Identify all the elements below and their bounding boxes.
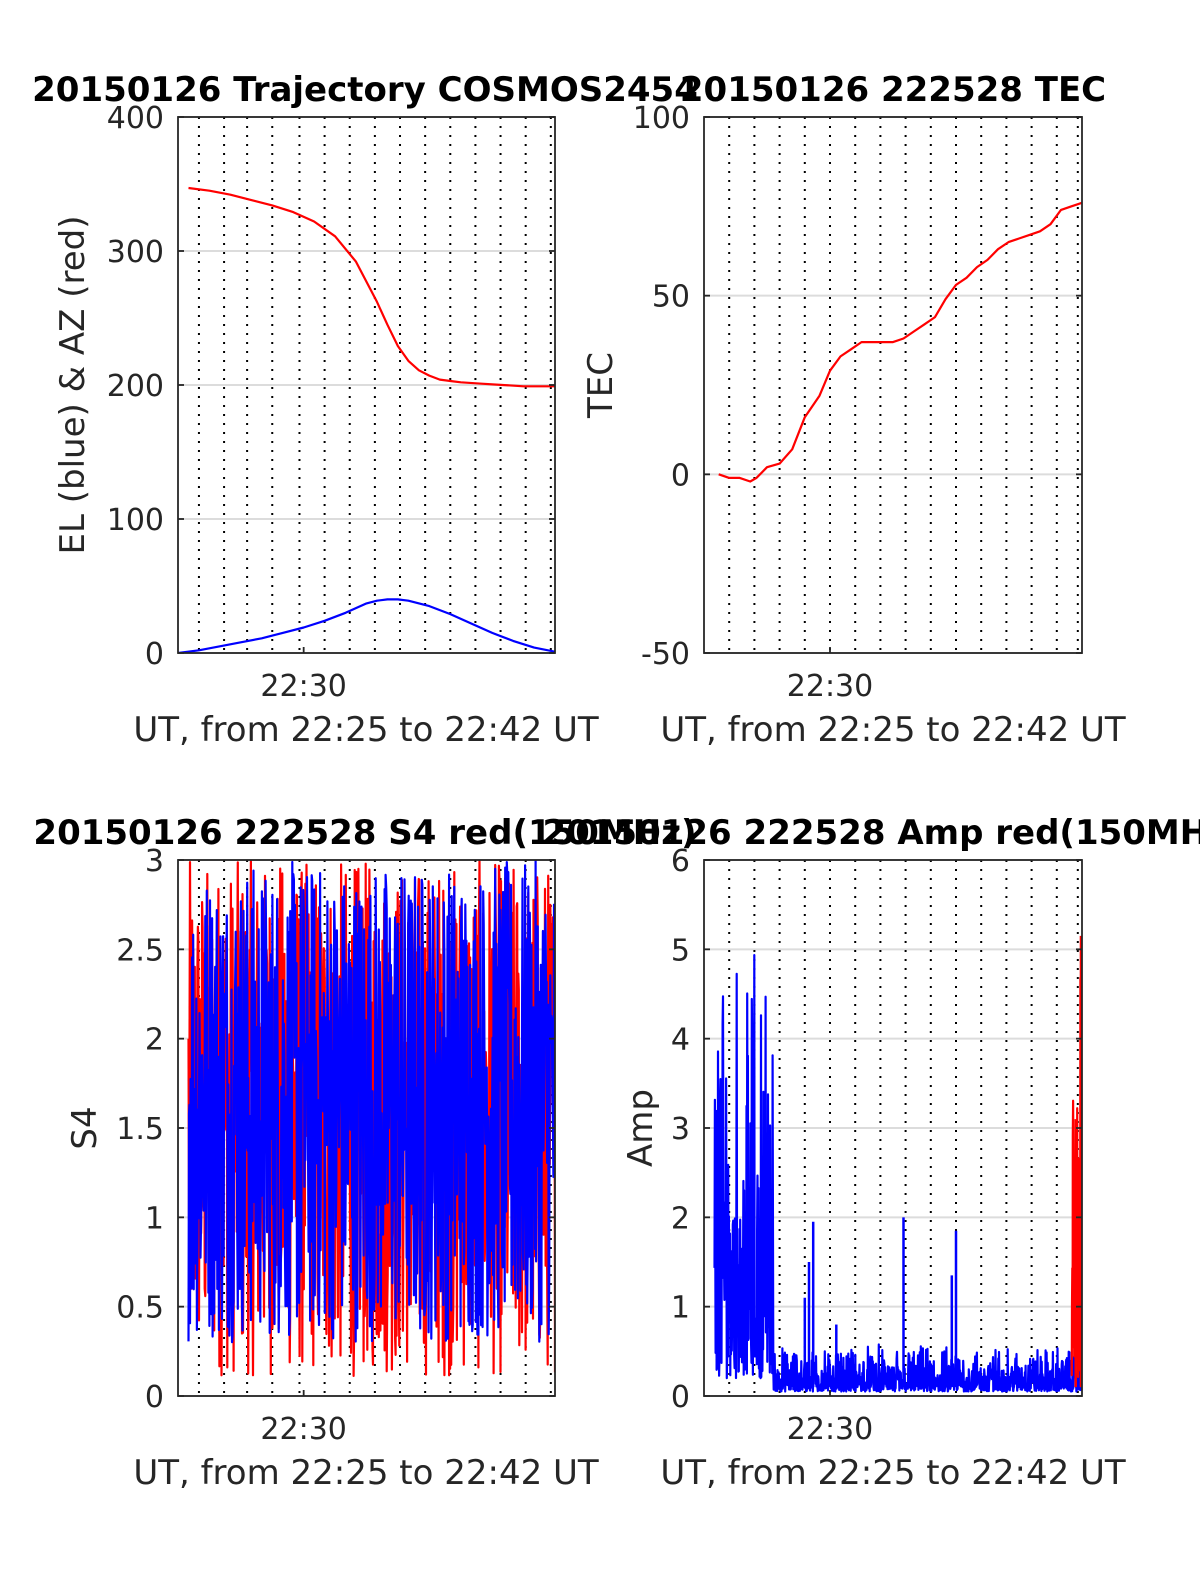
chart-title: 20150126 Trajectory COSMOS2454 bbox=[32, 70, 698, 110]
series-line bbox=[1070, 976, 1082, 1378]
y-tick-label: 5 bbox=[671, 933, 690, 968]
y-tick-label: 400 bbox=[107, 101, 164, 136]
x-tick-label: 22:30 bbox=[787, 1412, 873, 1447]
series-line bbox=[187, 860, 555, 1344]
trajectory-chart: 20150126 Trajectory COSMOS2454 UT, from … bbox=[32, 70, 698, 750]
y-tick-label: 2.5 bbox=[116, 933, 164, 968]
y-tick-label: 0 bbox=[145, 1380, 164, 1415]
y-tick-label: 0.5 bbox=[116, 1291, 164, 1326]
y-tick-label: 100 bbox=[633, 101, 690, 136]
tec-chart: 20150126 222528 TEC UT, from 22:25 to 22… bbox=[581, 70, 1126, 750]
y-tick-label: 0 bbox=[145, 637, 164, 672]
x-tick-label: 22:30 bbox=[260, 669, 346, 704]
chart-title: 20150126 222528 TEC bbox=[680, 70, 1106, 110]
y-tick-label: 1.5 bbox=[116, 1112, 164, 1147]
s4-chart: 20150126 222528 S4 red(150MHz) UT, from … bbox=[33, 813, 696, 1493]
x-axis-label: UT, from 22:25 to 22:42 UT bbox=[133, 710, 599, 750]
chart-title: 20150126 222528 Amp red(150MHz) bbox=[542, 813, 1200, 853]
series-group bbox=[178, 186, 555, 653]
series-line bbox=[713, 954, 1082, 1393]
series-group bbox=[718, 201, 1082, 483]
y-axis-label: S4 bbox=[65, 1106, 105, 1149]
x-axis-label: UT, from 22:25 to 22:42 UT bbox=[660, 1453, 1126, 1493]
y-axis-label: EL (blue) & AZ (red) bbox=[53, 215, 93, 554]
x-tick-label: 22:30 bbox=[260, 1412, 346, 1447]
series-group bbox=[713, 935, 1082, 1393]
amp-chart: 20150126 222528 Amp red(150MHz) UT, from… bbox=[542, 813, 1200, 1493]
x-tick-label: 22:30 bbox=[787, 669, 873, 704]
chart-title: 20150126 222528 S4 red(150MHz) bbox=[33, 813, 696, 853]
series-group bbox=[187, 860, 555, 1377]
y-tick-label: 6 bbox=[671, 844, 690, 879]
y-tick-label: 0 bbox=[671, 1380, 690, 1415]
y-tick-label: 3 bbox=[145, 844, 164, 879]
y-tick-label: 4 bbox=[671, 1023, 690, 1058]
series-line bbox=[188, 186, 555, 388]
y-tick-label: -50 bbox=[641, 637, 690, 672]
y-axis-label: Amp bbox=[621, 1089, 661, 1167]
y-tick-label: 3 bbox=[671, 1112, 690, 1147]
y-tick-label: 100 bbox=[107, 503, 164, 538]
axes-box bbox=[703, 116, 1083, 654]
y-tick-label: 1 bbox=[671, 1291, 690, 1326]
y-tick-label: 50 bbox=[652, 280, 690, 315]
x-axis-label: UT, from 22:25 to 22:42 UT bbox=[133, 1453, 599, 1493]
y-tick-label: 2 bbox=[671, 1201, 690, 1236]
x-axis-label: UT, from 22:25 to 22:42 UT bbox=[660, 710, 1126, 750]
series-line bbox=[178, 598, 555, 653]
y-tick-label: 1 bbox=[145, 1201, 164, 1236]
y-tick-label: 200 bbox=[107, 369, 164, 404]
y-tick-label: 2 bbox=[145, 1023, 164, 1058]
y-tick-label: 300 bbox=[107, 235, 164, 270]
y-axis-label: TEC bbox=[581, 352, 621, 419]
series-line bbox=[718, 201, 1082, 483]
y-tick-label: 0 bbox=[671, 458, 690, 493]
